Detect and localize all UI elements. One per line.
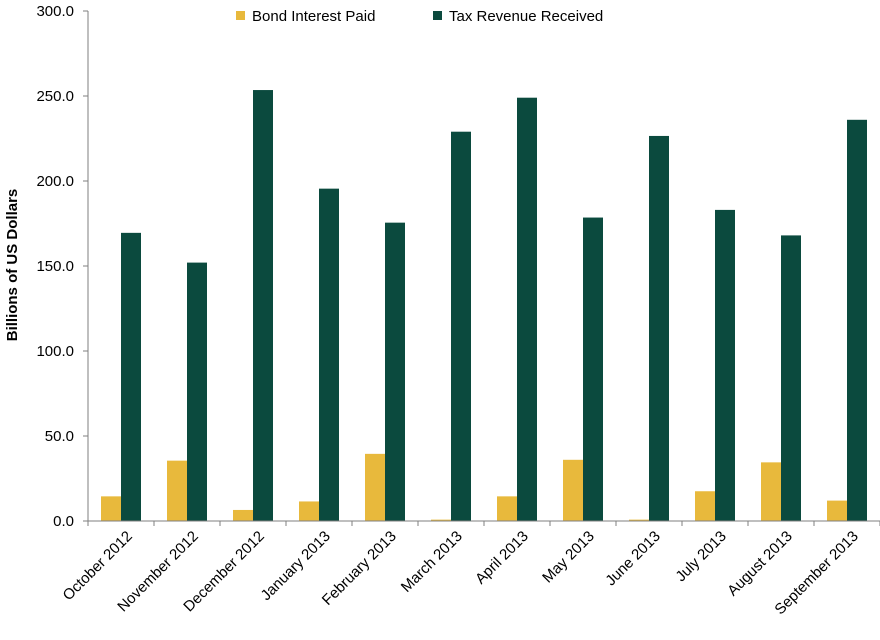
bar-bond-interest-paid: [167, 460, 187, 521]
bar-bond-interest-paid: [431, 519, 451, 521]
bar-tax-revenue-received: [715, 209, 735, 521]
y-tick-label: 150.0: [36, 258, 74, 275]
bar-tax-revenue-received: [649, 135, 669, 521]
bar-tax-revenue-received: [451, 131, 471, 521]
y-tick-label: 0.0: [53, 513, 74, 530]
plot-area: [101, 90, 867, 522]
y-tick-label: 250.0: [36, 88, 74, 105]
x-tick-label: July 2013: [672, 528, 729, 585]
bar-bond-interest-paid: [761, 462, 781, 521]
bar-bond-interest-paid: [695, 491, 715, 521]
x-tick-label: March 2013: [398, 528, 466, 596]
bar-bond-interest-paid: [299, 501, 319, 521]
bar-tax-revenue-received: [847, 119, 867, 522]
legend-label: Bond Interest Paid: [252, 8, 375, 25]
x-tick-label: May 2013: [539, 528, 598, 587]
x-tick-label: June 2013: [602, 528, 664, 590]
legend: Bond Interest Paid Tax Revenue Received: [236, 8, 603, 25]
x-tick-label: April 2013: [472, 528, 532, 588]
legend-swatch: [433, 11, 442, 20]
y-tick-label: 100.0: [36, 343, 74, 360]
y-tick-label: 200.0: [36, 173, 74, 190]
bar-bond-interest-paid: [365, 453, 385, 521]
bar-tax-revenue-received: [319, 188, 339, 521]
bar-tax-revenue-received: [517, 97, 537, 521]
legend-swatch: [236, 11, 245, 20]
bar-bond-interest-paid: [233, 509, 253, 521]
bar-bond-interest-paid: [101, 496, 121, 521]
y-axis-title: Billions of US Dollars: [4, 189, 21, 342]
bar-tax-revenue-received: [385, 222, 405, 521]
bar-bond-interest-paid: [497, 496, 517, 521]
y-axis: 0.0 50.0 100.0 150.0 200.0 250.0 300.0: [36, 3, 89, 530]
bar-bond-interest-paid: [827, 500, 847, 521]
bar-tax-revenue-received: [253, 90, 273, 522]
bar-bond-interest-paid: [629, 519, 649, 521]
bar-tax-revenue-received: [121, 232, 141, 521]
y-tick-label: 300.0: [36, 3, 74, 20]
x-tick-label: August 2013: [724, 528, 796, 600]
y-tick-label: 50.0: [45, 428, 74, 445]
legend-label: Tax Revenue Received: [449, 8, 603, 25]
bar-tax-revenue-received: [781, 235, 801, 521]
bar-bond-interest-paid: [563, 459, 583, 521]
bar-tax-revenue-received: [583, 217, 603, 522]
bar-tax-revenue-received: [187, 262, 207, 521]
